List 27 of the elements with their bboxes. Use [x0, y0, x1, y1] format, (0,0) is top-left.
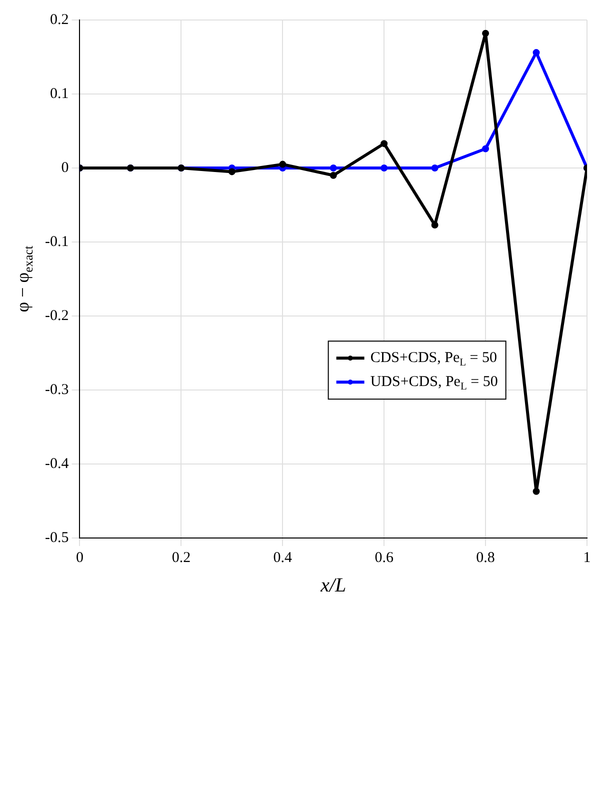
- y-axis-title: φ − φexact: [12, 245, 36, 312]
- point: [482, 145, 490, 152]
- point: [228, 168, 236, 176]
- point: [279, 160, 286, 168]
- y-tick-label: 0.2: [50, 12, 69, 28]
- point: [330, 172, 337, 179]
- point: [532, 488, 540, 495]
- y-tick-label: -0.1: [44, 234, 69, 250]
- point: [431, 164, 438, 172]
- point: [380, 164, 388, 172]
- x-tick-label: 0.8: [476, 550, 495, 566]
- y-tick-label: -0.2: [44, 308, 69, 324]
- x-tick-label: 0.6: [374, 550, 394, 566]
- point: [380, 140, 388, 148]
- x-axis-title: x/L: [320, 574, 346, 596]
- x-tick-label: 0.2: [172, 550, 191, 566]
- point: [482, 30, 490, 37]
- y-tick-label: 0: [61, 160, 69, 176]
- point: [431, 221, 438, 228]
- x-tick-label: 1: [583, 550, 591, 566]
- y-tick-label: 0.1: [50, 86, 69, 102]
- x-tick-label: 0: [76, 550, 84, 566]
- y-tick-label: -0.4: [44, 456, 70, 472]
- y-tick-label: -0.3: [44, 382, 69, 398]
- x-tick-label: 0.4: [273, 550, 293, 566]
- y-tick-label: -0.5: [44, 530, 69, 546]
- point: [330, 164, 337, 172]
